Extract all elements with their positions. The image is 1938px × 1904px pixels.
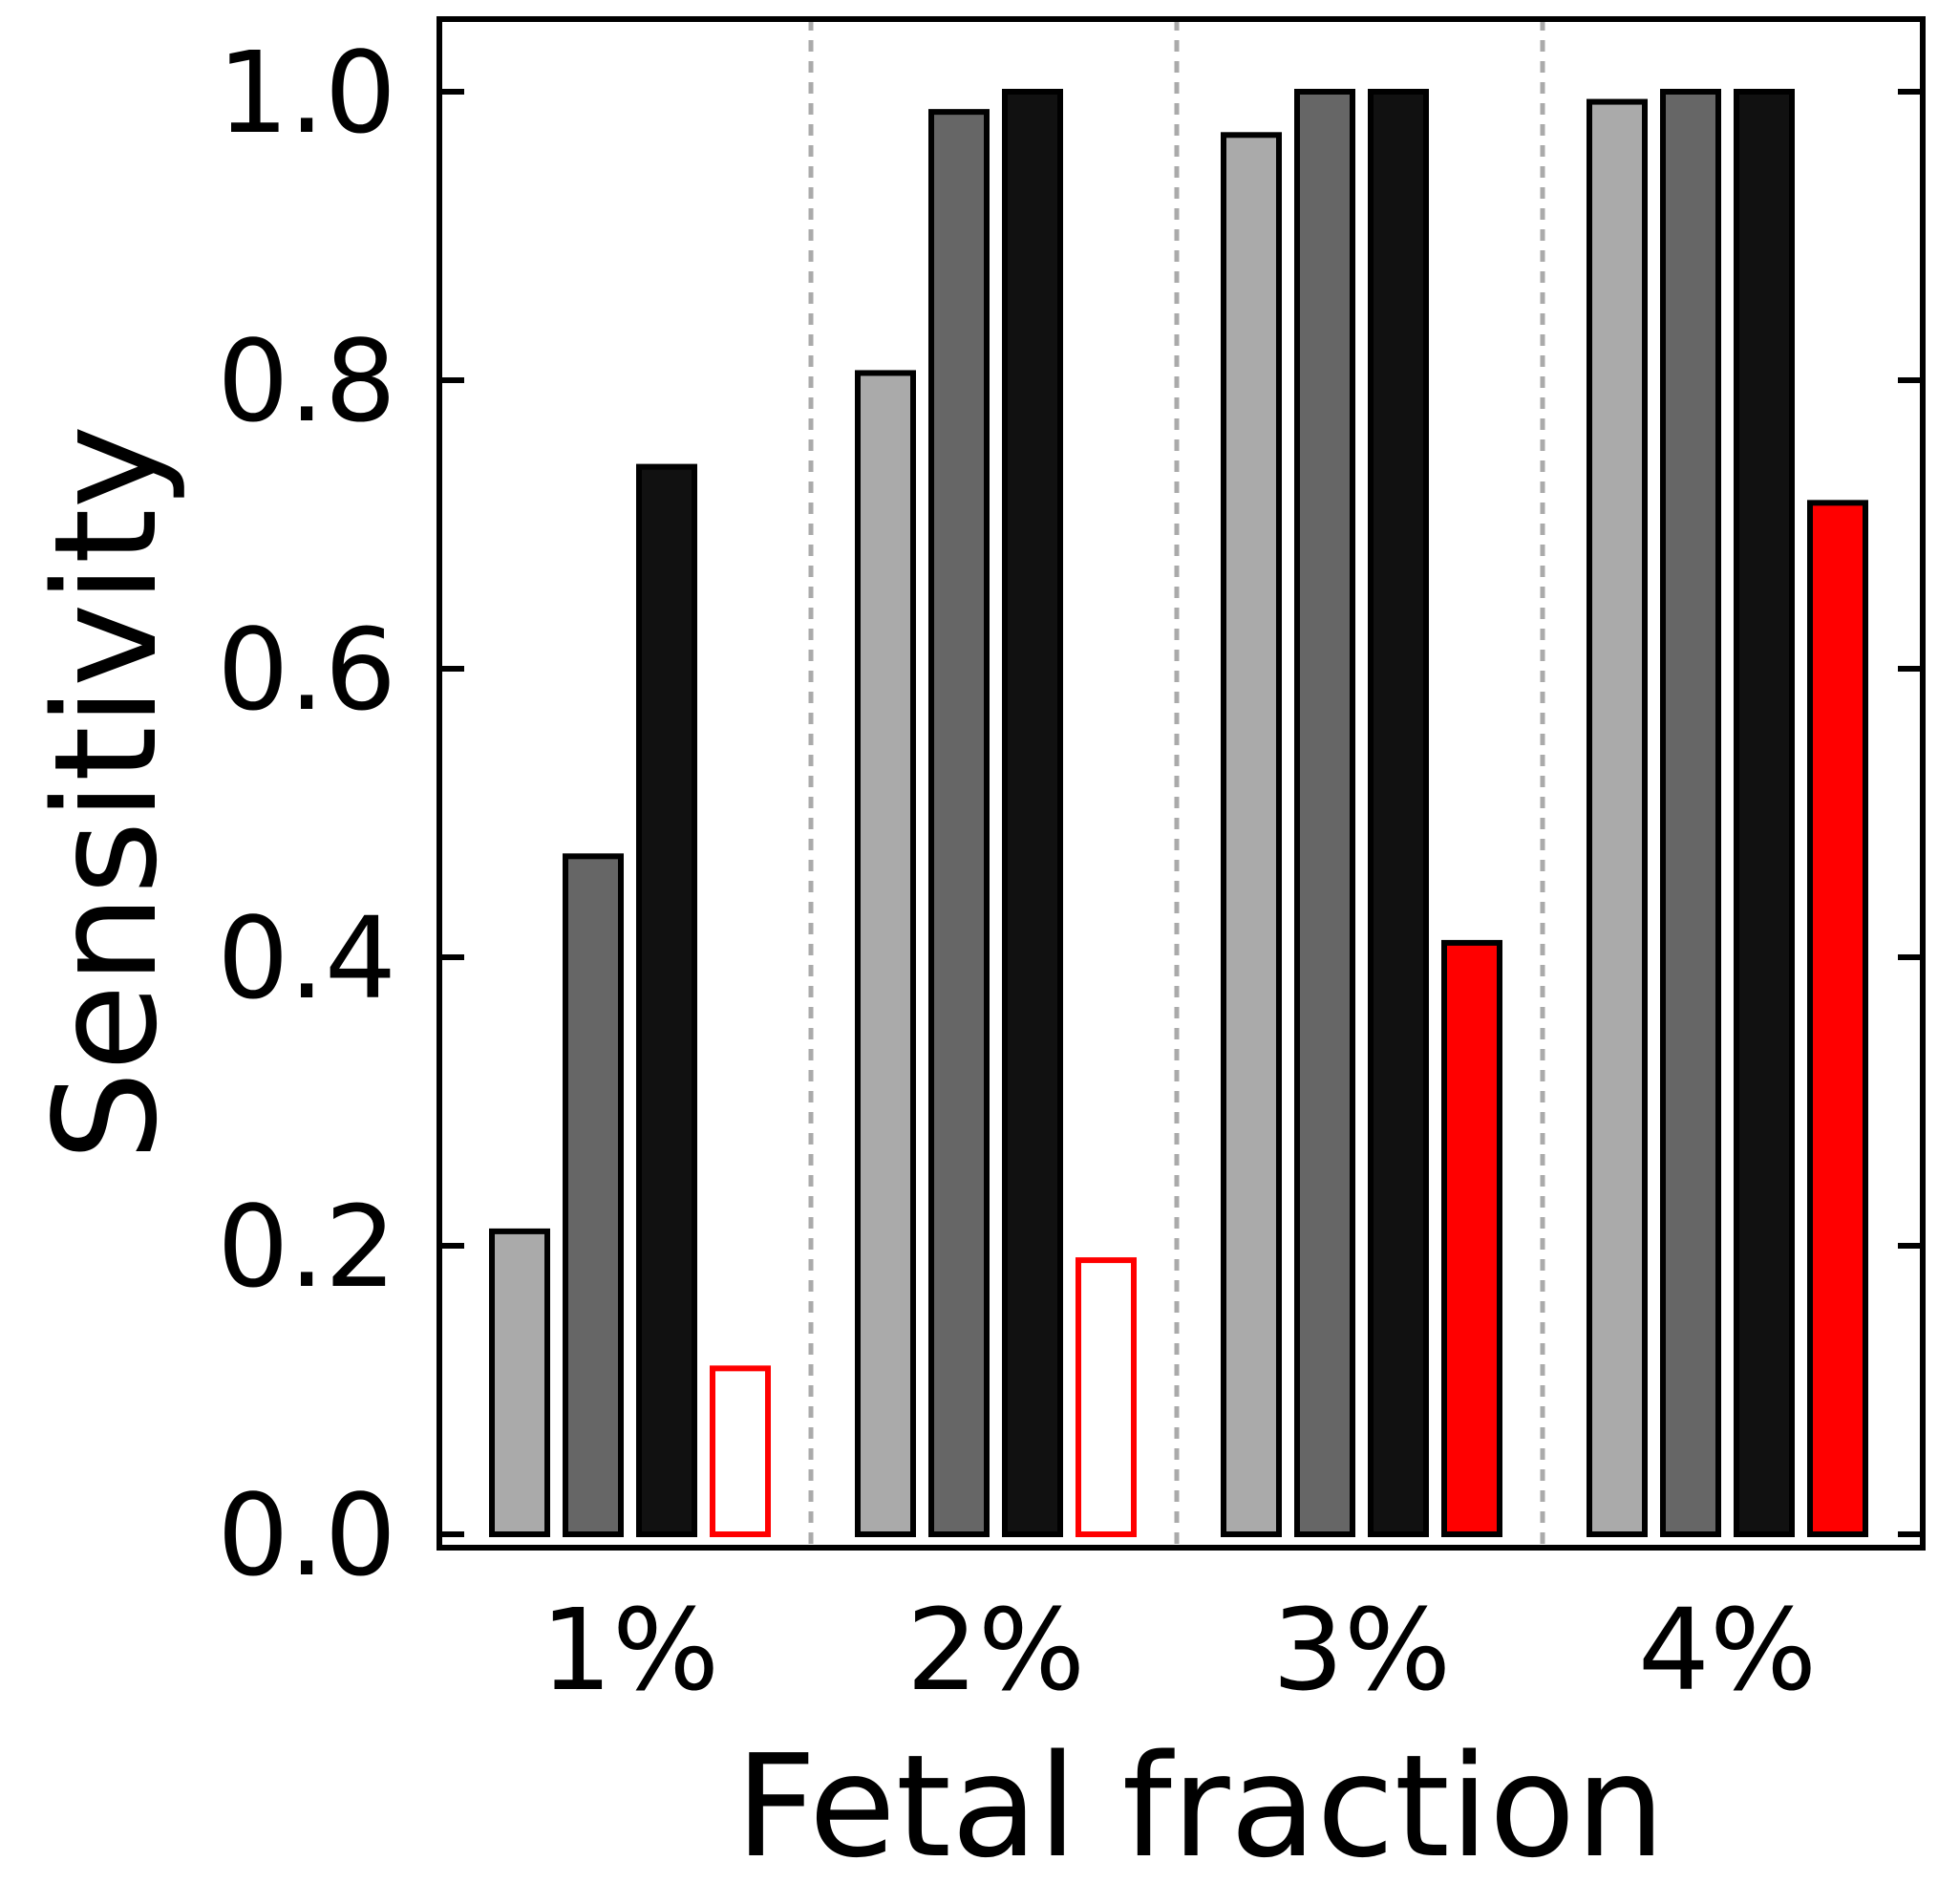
bar-2-3pct bbox=[1294, 89, 1355, 1537]
x-tick-label: 4% bbox=[1638, 1584, 1817, 1716]
y-tick-label: 0.0 bbox=[217, 1469, 396, 1601]
y-tick-label: 0.6 bbox=[217, 604, 396, 736]
x-tick-label: 3% bbox=[1272, 1584, 1451, 1716]
y-tick-label: 0.8 bbox=[217, 315, 396, 447]
bar-4-4pct bbox=[1807, 500, 1868, 1537]
x-tick-label: 1% bbox=[541, 1584, 719, 1716]
y-tick-label: 0.4 bbox=[217, 892, 396, 1024]
y-tick-label: 0.2 bbox=[217, 1181, 396, 1313]
bar-1-4pct bbox=[1587, 98, 1648, 1538]
bars bbox=[489, 89, 1868, 1538]
y-axis-title: Sensitivity bbox=[24, 425, 188, 1162]
y-tick-label: 1.0 bbox=[217, 27, 396, 159]
bar-1-3pct bbox=[1221, 132, 1282, 1537]
bar-3-4pct bbox=[1734, 89, 1795, 1537]
x-tick-label: 2% bbox=[906, 1584, 1085, 1716]
bar-3-1pct bbox=[636, 463, 697, 1538]
bar-2-2pct bbox=[928, 109, 990, 1537]
bar-4-1pct bbox=[710, 1365, 771, 1537]
x-tick-labels: 1% 2% 3% 4% bbox=[541, 1584, 1817, 1716]
bar-3-2pct bbox=[1002, 89, 1063, 1537]
bar-1-2pct bbox=[855, 370, 916, 1538]
bar-1-1pct bbox=[489, 1228, 550, 1538]
bar-2-4pct bbox=[1660, 89, 1721, 1537]
bar-4-3pct bbox=[1441, 939, 1502, 1537]
plot-frame bbox=[437, 16, 1926, 1551]
x-axis-title: Fetal fraction bbox=[735, 1724, 1666, 1889]
y-ticks: 0.0 0.2 0.4 0.6 0.8 1.0 bbox=[217, 27, 1923, 1601]
bar-3-3pct bbox=[1368, 89, 1429, 1537]
bar-4-2pct bbox=[1075, 1257, 1137, 1537]
group-separators bbox=[808, 19, 1545, 1548]
bar-2-1pct bbox=[563, 853, 624, 1537]
